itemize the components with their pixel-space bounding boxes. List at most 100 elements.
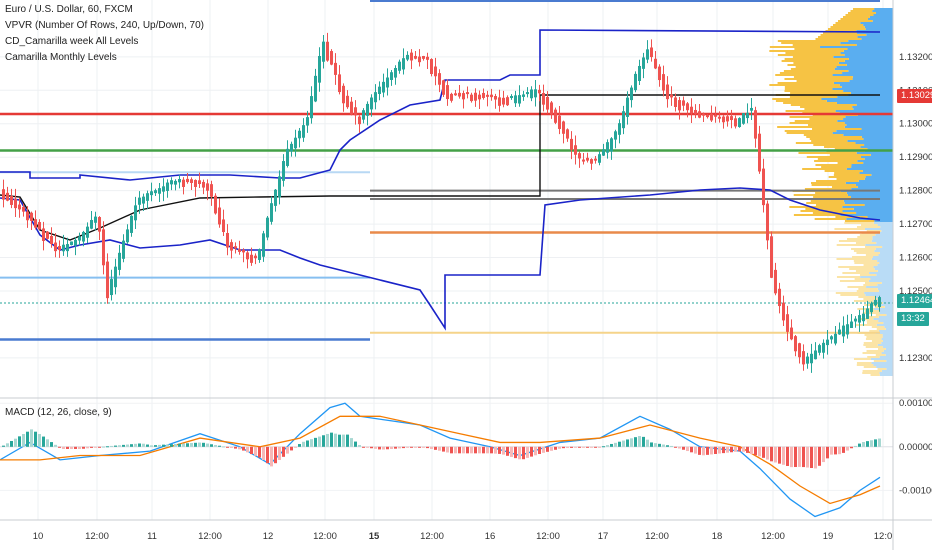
vpvr-up-bar xyxy=(864,158,893,160)
candle-body xyxy=(878,297,881,307)
macd-histogram-bar xyxy=(214,444,217,447)
vpvr-up-bar xyxy=(883,350,893,352)
vpvr-up-bar xyxy=(871,174,893,176)
vpvr-up-bar xyxy=(883,322,893,324)
candle-body xyxy=(298,130,301,139)
candle-body xyxy=(722,116,725,123)
candle-body xyxy=(370,97,373,110)
last-price-tag: 1.12464 xyxy=(897,294,932,308)
vpvr-down-bar xyxy=(814,218,847,220)
vpvr-up-bar xyxy=(863,24,893,26)
vpvr-up-bar xyxy=(879,312,893,314)
candle-body xyxy=(70,241,73,246)
vpvr-down-bar xyxy=(864,334,883,336)
vpvr-up-bar xyxy=(856,212,893,214)
candle-body xyxy=(466,92,469,95)
macd-histogram-bar xyxy=(718,446,721,454)
macd-histogram-bar xyxy=(410,446,413,448)
macd-histogram-bar xyxy=(658,443,661,447)
vpvr-down-bar xyxy=(772,98,822,100)
vpvr-up-bar xyxy=(847,48,893,50)
candle-body xyxy=(518,95,521,104)
vpvr-up-bar xyxy=(886,368,893,370)
vpvr-down-bar xyxy=(853,250,875,252)
macd-histogram-bar xyxy=(246,446,249,453)
macd-histogram-bar xyxy=(106,446,109,448)
vpvr-up-bar xyxy=(845,116,893,118)
vpvr-down-bar xyxy=(824,170,863,172)
candle-body xyxy=(550,102,553,115)
macd-histogram-bar xyxy=(78,446,81,449)
legend-camarilla-month[interactable]: Camarilla Monthly Levels xyxy=(5,52,117,63)
macd-histogram-bar xyxy=(582,446,585,448)
candle-body xyxy=(482,92,485,98)
vpvr-up-bar xyxy=(873,308,893,310)
macd-histogram-bar xyxy=(170,444,173,447)
legend-vpvr[interactable]: VPVR (Number Of Rows, 240, Up/Down, 70) xyxy=(5,20,204,31)
vpvr-up-bar xyxy=(885,348,893,350)
macd-histogram-bar xyxy=(382,446,385,450)
macd-histogram-bar xyxy=(394,446,397,449)
macd-histogram-bar xyxy=(274,446,277,464)
candle-body xyxy=(846,324,849,335)
vpvr-down-bar xyxy=(777,82,834,84)
vpvr-up-bar xyxy=(847,194,893,196)
vpvr-up-bar xyxy=(844,202,893,204)
vpvr-up-bar xyxy=(855,142,893,144)
macd-histogram-bar xyxy=(766,446,769,460)
vpvr-down-bar xyxy=(809,138,864,140)
macd-histogram-bar xyxy=(70,446,73,449)
macd-histogram-bar xyxy=(630,438,633,447)
macd-histogram-bar xyxy=(22,434,25,447)
macd-histogram-bar xyxy=(594,446,597,448)
candle-body xyxy=(478,94,481,100)
candle-body xyxy=(734,118,737,127)
candle-body xyxy=(510,96,513,99)
macd-histogram-bar xyxy=(646,439,649,447)
vpvr-down-bar xyxy=(815,204,865,206)
candle-body xyxy=(118,252,121,270)
macd-histogram-bar xyxy=(642,436,645,447)
vpvr-up-bar xyxy=(878,330,893,332)
vpvr-up-bar xyxy=(874,8,893,10)
vpvr-up-bar xyxy=(848,40,893,42)
macd-histogram-bar xyxy=(266,446,269,464)
macd-histogram-bar xyxy=(82,446,85,449)
vpvr-down-bar xyxy=(863,284,878,286)
vpvr-up-bar xyxy=(861,128,893,130)
candle-body xyxy=(474,92,477,101)
vpvr-down-bar xyxy=(823,32,857,34)
candle-body xyxy=(870,303,873,313)
vpvr-down-bar xyxy=(769,84,840,86)
vpvr-down-bar xyxy=(809,118,844,120)
candle-body xyxy=(562,121,565,134)
macd-histogram-bar xyxy=(750,446,753,455)
macd-histogram-bar xyxy=(826,446,829,459)
legend-macd[interactable]: MACD (12, 26, close, 9) xyxy=(5,407,112,418)
vpvr-up-bar xyxy=(870,278,893,280)
vpvr-up-bar xyxy=(873,318,893,320)
vpvr-up-bar xyxy=(821,98,893,100)
candle-body xyxy=(74,239,77,246)
vpvr-down-bar xyxy=(866,350,884,352)
macd-histogram-bar xyxy=(74,446,77,449)
vpvr-down-bar xyxy=(777,126,845,128)
candle-body xyxy=(610,138,613,152)
vpvr-up-bar xyxy=(849,80,893,82)
legend-camarilla-week[interactable]: CD_Camarilla week All Levels xyxy=(5,36,139,47)
legend-symbol[interactable]: Euro / U.S. Dollar, 60, FXCM xyxy=(5,4,133,15)
candle-body xyxy=(654,58,657,69)
vpvr-down-bar xyxy=(853,358,871,360)
candle-body xyxy=(834,333,837,344)
vpvr-down-bar xyxy=(779,72,843,74)
macd-histogram-bar xyxy=(206,443,209,447)
price-tick-label: 1.12800 xyxy=(899,186,932,197)
vpvr-up-bar xyxy=(853,208,893,210)
candle-body xyxy=(362,110,365,120)
vpvr-down-bar xyxy=(781,60,845,62)
vpvr-up-bar xyxy=(841,86,893,88)
macd-histogram-bar xyxy=(850,446,853,449)
vpvr-up-bar xyxy=(867,18,893,20)
